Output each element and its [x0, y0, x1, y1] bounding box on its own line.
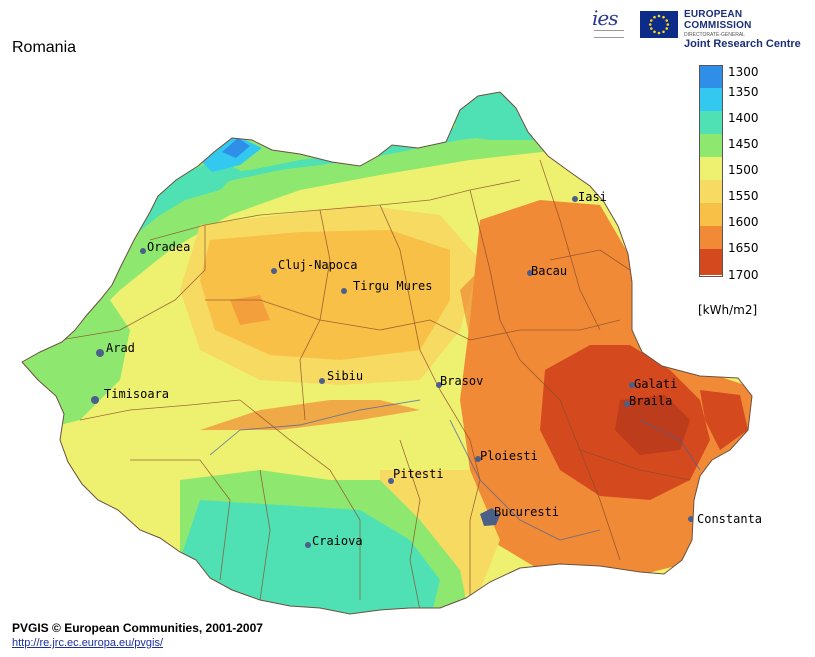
zone-1400-north — [22, 92, 560, 330]
legend-swatch-1350 — [699, 88, 722, 114]
rivers — [209, 399, 701, 541]
zone-1400-ne — [455, 92, 535, 140]
org-name-line2: DIRECTORATE-GENERAL — [684, 32, 745, 38]
city-label-brasov: Brasov — [440, 374, 484, 388]
zone-dark-core — [615, 395, 690, 455]
country-border — [21, 91, 753, 615]
legend-label-1400: 1400 — [728, 111, 759, 125]
legend-label-1450: 1450 — [728, 137, 759, 151]
city-label-craiova: Craiova — [312, 534, 363, 548]
city-label-cluj-napoca: Cluj-Napoca — [278, 258, 358, 272]
legend-swatch-1400 — [699, 111, 722, 137]
zone-1300-nw — [222, 138, 250, 158]
ies-logo: ies — [590, 6, 626, 40]
mountain-ridge-east — [460, 260, 520, 340]
bucuresti-footprint — [480, 508, 500, 526]
ies-logo-text: ies — [592, 6, 618, 30]
legend-swatch-1450 — [699, 134, 722, 160]
mountain-ridge-south — [200, 400, 420, 430]
city-label-oradea: Oradea — [147, 240, 191, 254]
legend-swatch-1500 — [699, 157, 722, 183]
jrc-logo-text: EUROPEAN COMMISSION DIRECTORATE-GENERAL … — [684, 9, 810, 50]
legend-swatch-1550 — [699, 180, 722, 206]
map-title: Romania — [12, 39, 77, 56]
zone-1600-interior — [200, 230, 450, 360]
zone-1400-nw — [140, 160, 240, 215]
legend-swatch-1300 — [699, 65, 722, 91]
org-name-line1: EUROPEAN COMMISSION — [684, 9, 752, 31]
legend-label-1550: 1550 — [728, 189, 759, 203]
ies-logo-lines — [594, 30, 624, 38]
city-footprints — [91, 196, 694, 548]
legend-unit: [kWh/m2] — [698, 303, 758, 317]
logo-bar: ies EUROPEAN COMMISSION DIRECTORATE-GENE… — [590, 6, 810, 50]
mountain-ridge-west — [230, 295, 270, 325]
city-label-braila: Braila — [629, 394, 673, 408]
legend-label-1300: 1300 — [728, 65, 759, 79]
zone-1650-north-east — [500, 210, 560, 270]
city-label-arad: Arad — [106, 341, 135, 355]
city-label-timisoara: Timisoara — [104, 387, 170, 401]
legend-frame — [699, 65, 723, 277]
legend-label-1700: 1700 — [728, 268, 759, 282]
city-label-galati: Galati — [634, 377, 678, 391]
legend-swatch-1600 — [699, 203, 722, 229]
city-label-tirgu-mures: Tirgu Mures — [353, 279, 433, 293]
eu-flag-icon — [640, 11, 678, 38]
copyright-credit: PVGIS © European Communities, 2001-2007 — [12, 621, 263, 635]
legend-label-1350: 1350 — [728, 85, 759, 99]
city-label-iasi: Iasi — [578, 190, 607, 204]
legend-label-1650: 1650 — [728, 241, 759, 255]
city-label-bucuresti: Bucuresti — [494, 505, 560, 519]
county-boundaries — [59, 159, 691, 611]
zone-1400-south — [180, 500, 440, 614]
city-label-sibiu: Sibiu — [327, 369, 364, 383]
city-label-constanta: Constanta — [697, 512, 763, 526]
city-label-pitesti: Pitesti — [393, 467, 444, 481]
city-label-bacau: Bacau — [531, 264, 568, 278]
city-label-ploiesti: Ploiesti — [480, 449, 538, 463]
zone-1700-delta — [700, 390, 748, 450]
legend-label-1600: 1600 — [728, 215, 759, 229]
org-name-line3: Joint Research Centre — [684, 38, 801, 50]
legend-swatch-1700 — [699, 249, 722, 275]
legend-label-1500: 1500 — [728, 163, 759, 177]
legend-swatch-1650 — [699, 226, 722, 252]
pvgis-link[interactable]: http://re.jrc.ec.europa.eu/pvgis/ — [12, 637, 164, 649]
